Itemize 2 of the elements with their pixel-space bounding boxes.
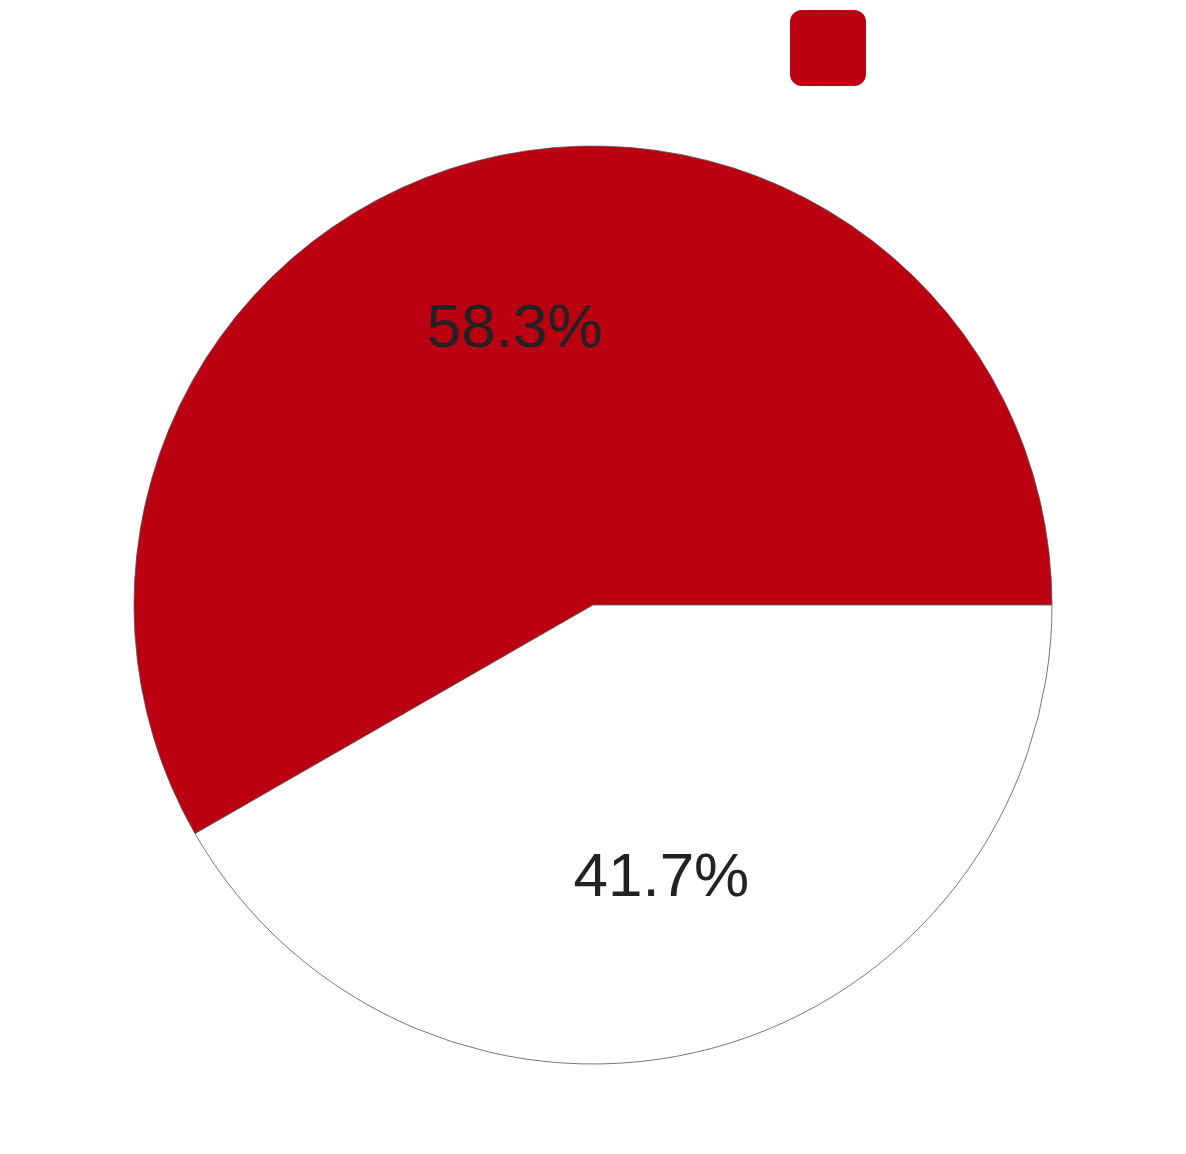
data-label: 58.3% [426,290,603,360]
data-label: 41.7% [573,840,750,910]
